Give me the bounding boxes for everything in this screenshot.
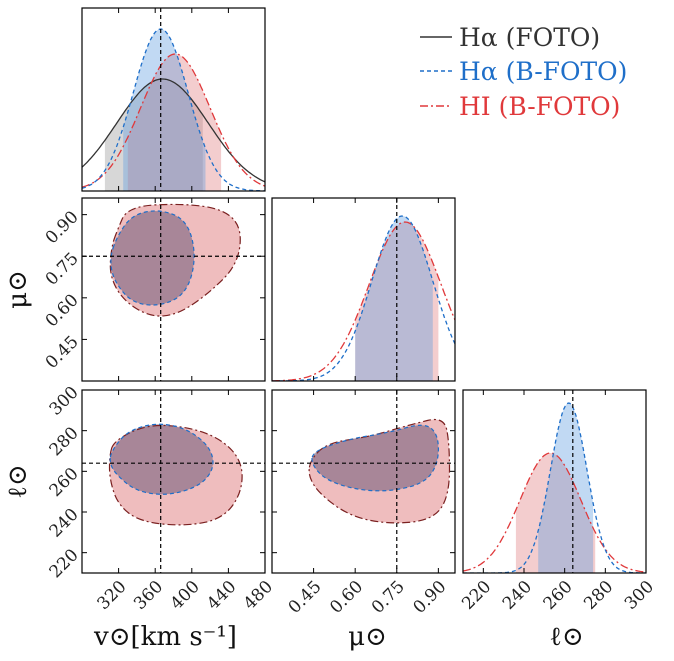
y-tick-label-ell: 240 xyxy=(46,505,83,542)
legend-label-foto: Hα (FOTO) xyxy=(459,23,600,52)
tick-marks xyxy=(118,8,266,191)
x-tick-label-ell: 280 xyxy=(580,577,617,614)
marginal-ell xyxy=(463,390,646,573)
x-tick-label-v: 440 xyxy=(203,577,240,614)
contour-line-b_foto_halpha xyxy=(109,423,214,495)
pdf-curve-b_foto_halpha xyxy=(272,215,455,381)
x-axis-label-v: v⊙[km s⁻¹] xyxy=(93,622,237,652)
tick-marks xyxy=(482,390,647,573)
ci-fill-b_foto_hi xyxy=(355,222,439,381)
tick-marks xyxy=(313,198,439,381)
contour-line-b_foto_halpha xyxy=(311,424,440,492)
joint-mu-vs-v xyxy=(82,198,265,381)
x-tick-label-v: 360 xyxy=(130,577,167,614)
pdf-curve-b_foto_hi xyxy=(82,53,265,188)
y-tick-label-mu: 0.75 xyxy=(42,249,83,290)
contour-line-b_foto_hi xyxy=(308,418,451,524)
contour-line-b_foto_hi xyxy=(109,203,241,317)
x-tick-label-mu: 0.75 xyxy=(368,577,409,618)
x-tick-label-v: 480 xyxy=(240,577,277,614)
x-axis-label-ell: ℓ⊙ xyxy=(549,622,583,652)
x-tick-label-ell: 220 xyxy=(458,577,495,614)
contour-fill-b_foto_halpha xyxy=(110,210,195,306)
y-tick-label-ell: 280 xyxy=(46,423,83,460)
panel-mu-vs-v xyxy=(81,197,266,382)
x-tick-label-ell: 240 xyxy=(499,577,536,614)
contour-fill-b_foto_halpha xyxy=(110,424,213,495)
marginal-v xyxy=(82,8,265,191)
ci-fill-b_foto_halpha xyxy=(538,403,594,573)
tick-marks xyxy=(82,389,266,573)
contour-line-b_foto_hi xyxy=(108,424,243,526)
legend-label-b_foto_halpha: Hα (B-FOTO) xyxy=(459,57,627,86)
y-tick-label-mu: 0.60 xyxy=(42,290,83,331)
ci-fill-b_foto_halpha xyxy=(123,29,206,191)
joint-ell-vs-v xyxy=(82,390,265,573)
ci-fill-foto xyxy=(104,79,203,191)
panel-mu-marginal xyxy=(271,197,456,382)
x-tick-label-mu: 0.90 xyxy=(409,577,450,618)
pdf-curve-b_foto_hi xyxy=(463,452,646,573)
legend-label-b_foto_hi: HI (B-FOTO) xyxy=(459,92,620,121)
ci-fill-b_foto_hi xyxy=(127,54,222,191)
x-tick-label-ell: 300 xyxy=(621,577,658,614)
legend: Hα (FOTO) Hα (B-FOTO) HI (B-FOTO) xyxy=(420,23,627,121)
x-tick-label-mu: 0.45 xyxy=(285,577,326,618)
panel-ell-vs-v xyxy=(81,389,266,574)
y-axis-label-ell: ℓ⊙ xyxy=(3,464,33,498)
y-tick-label-ell: 220 xyxy=(46,545,83,582)
y-tick-label-mu: 0.45 xyxy=(42,332,83,373)
tick-marks xyxy=(82,198,266,381)
pdf-curve-b_foto_halpha xyxy=(82,28,265,191)
pdf-curve-b_foto_hi xyxy=(272,221,455,381)
x-tick-label-v: 400 xyxy=(167,577,204,614)
marginal-mu xyxy=(272,198,455,381)
y-axis-label-mu: μ⊙ xyxy=(3,270,33,309)
ci-fill-b_foto_halpha xyxy=(355,216,433,381)
panel-ell-vs-mu xyxy=(271,389,456,574)
ci-fill-b_foto_hi xyxy=(515,453,596,573)
panel-v-marginal xyxy=(81,7,266,192)
pdf-curve-b_foto_halpha xyxy=(463,402,646,573)
tick-marks xyxy=(272,389,455,573)
y-tick-label-mu: 0.90 xyxy=(42,207,83,248)
y-tick-label-ell: 300 xyxy=(46,383,83,420)
y-tick-label-ell: 260 xyxy=(46,464,83,501)
x-tick-label-ell: 260 xyxy=(540,577,577,614)
panel-ell-marginal xyxy=(462,389,647,574)
contour-line-b_foto_halpha xyxy=(110,210,195,306)
x-tick-label-mu: 0.60 xyxy=(326,577,367,618)
x-tick-label-v: 320 xyxy=(94,577,131,614)
x-axis-label-mu: μ⊙ xyxy=(348,622,387,652)
joint-ell-vs-mu xyxy=(272,390,455,573)
